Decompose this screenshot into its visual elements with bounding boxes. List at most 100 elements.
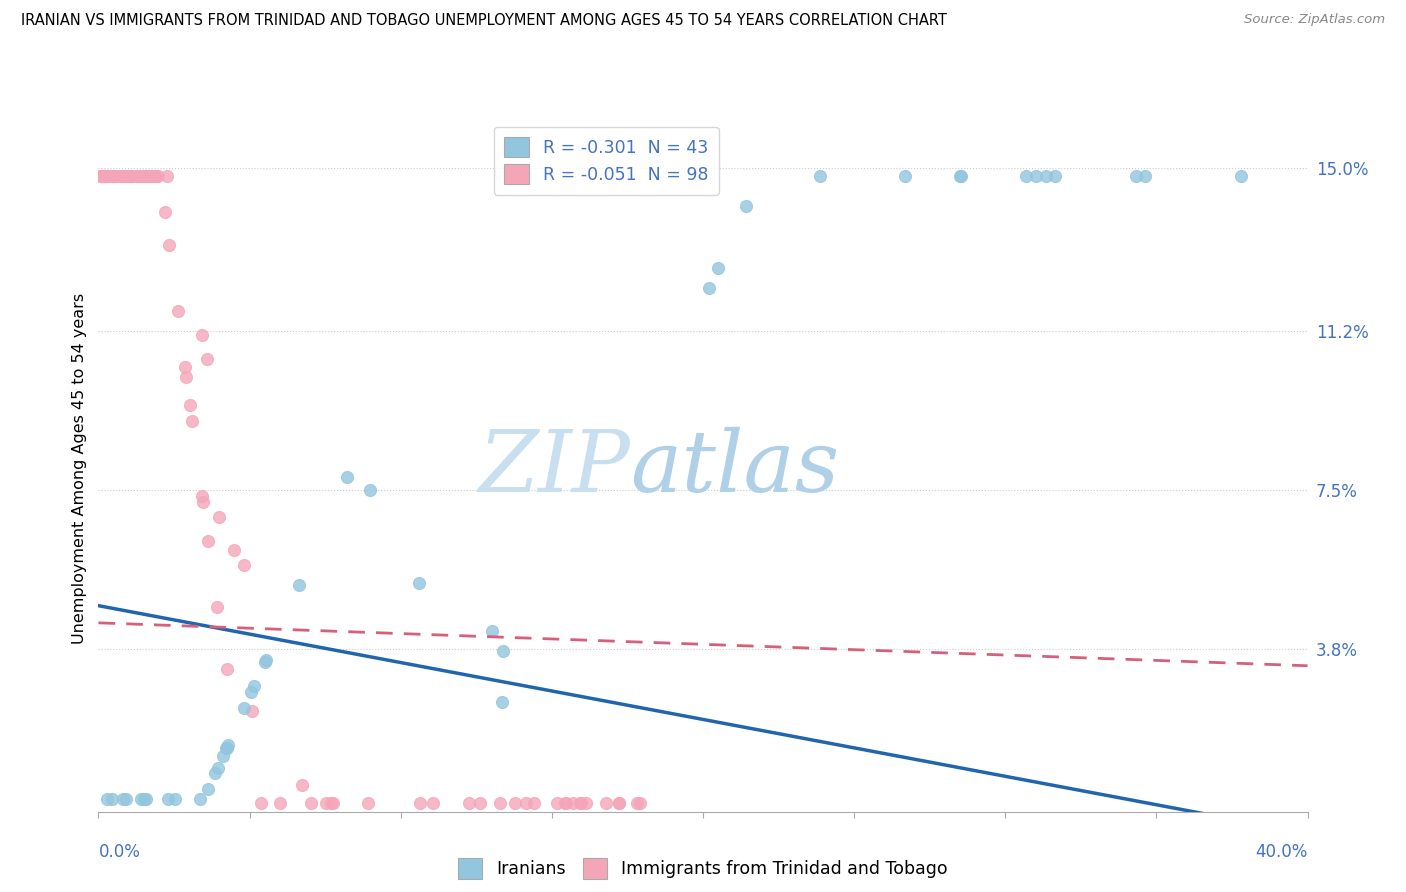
Point — [166, 304, 188, 318]
Point — [359, 483, 381, 497]
Point — [136, 169, 159, 184]
Point — [233, 558, 256, 572]
Point — [1025, 169, 1047, 184]
Point — [197, 782, 219, 797]
Point — [204, 766, 226, 780]
Point — [207, 761, 229, 775]
Text: atlas: atlas — [630, 427, 839, 509]
Point — [595, 796, 617, 810]
Point — [94, 169, 117, 184]
Point — [176, 370, 198, 384]
Point — [628, 796, 651, 810]
Point — [131, 169, 153, 184]
Point — [145, 169, 167, 184]
Point — [233, 701, 256, 715]
Point — [135, 169, 157, 184]
Point — [254, 653, 277, 667]
Point — [523, 796, 546, 810]
Point — [197, 533, 219, 548]
Point — [125, 169, 148, 184]
Point — [100, 169, 122, 184]
Point — [357, 796, 380, 810]
Point — [129, 169, 152, 184]
Point — [104, 169, 127, 184]
Point — [135, 169, 157, 184]
Point — [146, 169, 169, 184]
Point — [408, 576, 430, 591]
Point — [111, 792, 134, 806]
Point — [174, 360, 197, 375]
Point — [949, 169, 972, 184]
Point — [118, 169, 141, 184]
Point — [188, 792, 211, 806]
Point — [135, 792, 157, 806]
Point — [409, 796, 432, 810]
Text: Source: ZipAtlas.com: Source: ZipAtlas.com — [1244, 13, 1385, 27]
Point — [207, 509, 229, 524]
Point — [699, 281, 721, 295]
Point — [108, 169, 131, 184]
Point — [132, 169, 155, 184]
Point — [1125, 169, 1147, 184]
Point — [1229, 169, 1251, 184]
Point — [291, 778, 314, 792]
Point — [90, 169, 112, 184]
Point — [336, 470, 359, 484]
Point — [179, 399, 201, 413]
Legend: Iranians, Immigrants from Trinidad and Tobago: Iranians, Immigrants from Trinidad and T… — [451, 852, 955, 886]
Point — [114, 169, 136, 184]
Point — [707, 261, 730, 276]
Point — [101, 169, 124, 184]
Point — [546, 796, 568, 810]
Point — [91, 169, 114, 184]
Point — [1015, 169, 1038, 184]
Point — [96, 792, 118, 806]
Point — [491, 694, 513, 708]
Point — [191, 489, 214, 503]
Y-axis label: Unemployment Among Ages 45 to 54 years: Unemployment Among Ages 45 to 54 years — [72, 293, 87, 644]
Point — [205, 599, 228, 614]
Point — [131, 792, 153, 806]
Point — [157, 237, 180, 252]
Text: IRANIAN VS IMMIGRANTS FROM TRINIDAD AND TOBAGO UNEMPLOYMENT AMONG AGES 45 TO 54 : IRANIAN VS IMMIGRANTS FROM TRINIDAD AND … — [21, 13, 948, 29]
Point — [422, 796, 444, 810]
Point — [103, 169, 125, 184]
Point — [1035, 169, 1057, 184]
Point — [111, 169, 134, 184]
Point — [269, 796, 291, 810]
Point — [1043, 169, 1066, 184]
Point — [211, 749, 233, 764]
Point — [181, 414, 204, 428]
Point — [607, 796, 630, 810]
Point — [561, 796, 583, 810]
Point — [139, 169, 162, 184]
Point — [489, 796, 512, 810]
Point — [97, 169, 120, 184]
Point — [1135, 169, 1157, 184]
Point — [515, 796, 537, 810]
Point — [319, 796, 342, 810]
Point — [101, 792, 124, 806]
Point — [120, 169, 142, 184]
Point — [115, 792, 138, 806]
Point — [127, 169, 149, 184]
Text: ZIP: ZIP — [478, 427, 630, 509]
Point — [115, 169, 138, 184]
Point — [120, 169, 142, 184]
Point — [491, 644, 513, 658]
Point — [153, 205, 176, 219]
Point — [104, 169, 127, 184]
Point — [288, 578, 311, 592]
Point — [139, 169, 162, 184]
Point — [950, 169, 973, 184]
Point — [626, 796, 648, 810]
Point — [111, 169, 134, 184]
Point — [156, 169, 179, 184]
Point — [554, 796, 576, 810]
Point — [134, 792, 156, 806]
Point — [90, 169, 112, 184]
Point — [141, 169, 163, 184]
Point — [250, 796, 273, 810]
Point — [217, 739, 239, 753]
Point — [96, 169, 118, 184]
